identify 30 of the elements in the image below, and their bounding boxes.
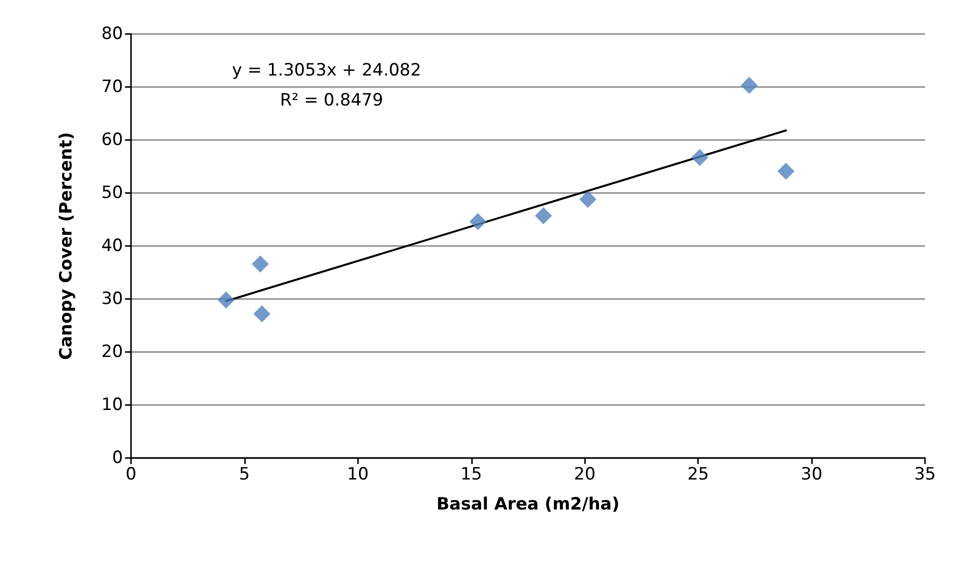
annotation: R² = 0.8479 — [280, 90, 384, 110]
x-tick-label: 20 — [574, 464, 596, 484]
y-tick-label: 40 — [101, 236, 123, 256]
y-tick-label: 10 — [101, 395, 123, 415]
point — [740, 76, 758, 94]
point — [469, 213, 486, 230]
y-tick-label: 70 — [101, 77, 123, 97]
y-tick-label: 20 — [101, 342, 123, 362]
point — [253, 305, 270, 322]
x-tick-label: 25 — [687, 464, 709, 484]
point — [579, 190, 596, 208]
point — [777, 162, 794, 180]
annotation: y = 1.3053x + 24.082 — [232, 60, 422, 80]
y-axis-title: Canopy Cover (Percent) — [56, 132, 76, 360]
y-tick-label: 60 — [101, 130, 123, 150]
y-tick-label: 80 — [101, 24, 123, 44]
x-axis-title: Basal Area (m2/ha) — [436, 494, 620, 514]
x-tick-label: 35 — [914, 464, 936, 484]
y-tick-label: 30 — [101, 289, 123, 309]
y-tick-label: 50 — [101, 183, 123, 203]
x-tick-label: 0 — [126, 464, 136, 484]
y-tick-label: 0 — [112, 448, 123, 468]
x-tick-label: 15 — [460, 464, 482, 484]
x-tick-label: 30 — [800, 464, 822, 484]
point — [534, 207, 552, 224]
point — [218, 292, 235, 309]
point — [691, 148, 708, 166]
x-tick-label: 10 — [347, 464, 369, 484]
point — [252, 256, 269, 273]
x-tick-label: 5 — [239, 464, 250, 484]
